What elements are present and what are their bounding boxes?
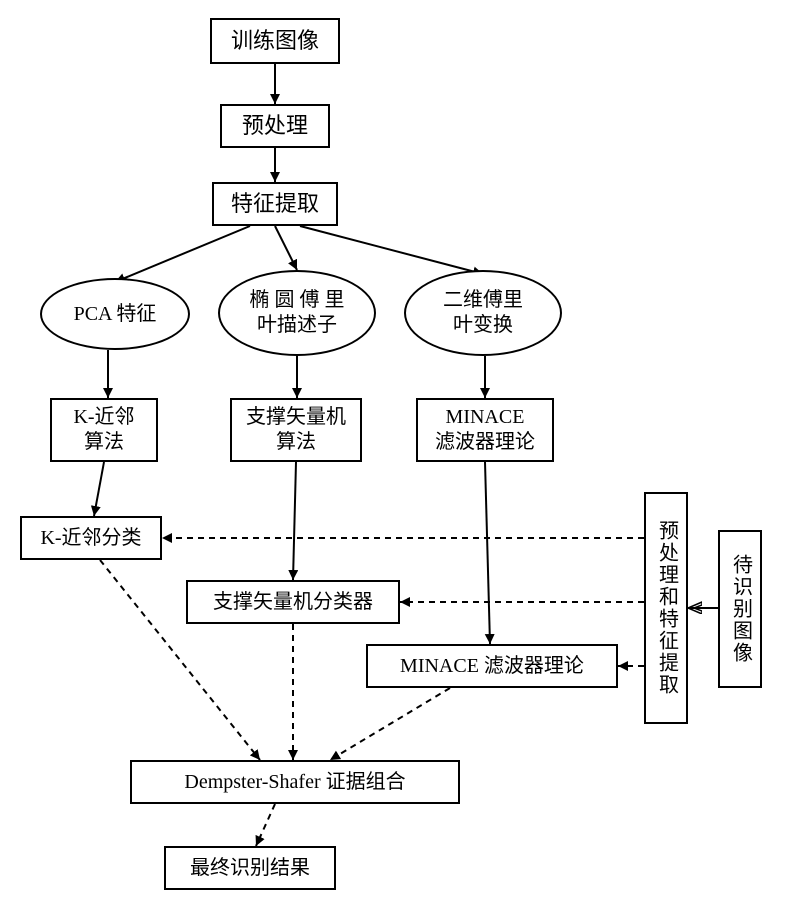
node-label: MINACE 滤波器理论 <box>435 405 535 455</box>
edge-minace_cls-to-ds_combine <box>330 688 450 760</box>
edge-knn_alg-to-knn_cls <box>94 462 104 516</box>
node-minace_cls: MINACE 滤波器理论 <box>366 644 618 688</box>
node-label: 二维傅里 叶变换 <box>443 288 523 338</box>
node-label: Dempster-Shafer 证据组合 <box>184 770 405 795</box>
node-label: 预处理 <box>242 112 308 140</box>
node-side_input: 待识别图像 <box>718 530 762 688</box>
node-label: 特征提取 <box>231 190 319 218</box>
node-pca_feat: PCA 特征 <box>40 278 190 350</box>
edge-feat_extract-to-pca_feat <box>115 226 250 282</box>
node-fft2d_feat: 二维傅里 叶变换 <box>404 270 562 356</box>
node-label: 支撑矢量机分类器 <box>213 590 373 615</box>
node-side_preproc: 预处理和特征提取 <box>644 492 688 724</box>
node-svm_cls: 支撑矢量机分类器 <box>186 580 400 624</box>
node-label: K-近邻分类 <box>40 526 141 551</box>
node-train_img: 训练图像 <box>210 18 340 64</box>
node-ds_combine: Dempster-Shafer 证据组合 <box>130 760 460 804</box>
node-label: K-近邻 算法 <box>73 405 134 455</box>
edge-feat_extract-to-efd_feat <box>275 226 297 270</box>
node-preprocess: 预处理 <box>220 104 330 148</box>
node-minace_alg: MINACE 滤波器理论 <box>416 398 554 462</box>
node-feat_extract: 特征提取 <box>212 182 338 226</box>
node-knn_cls: K-近邻分类 <box>20 516 162 560</box>
node-svm_alg: 支撑矢量机 算法 <box>230 398 362 462</box>
node-label: 训练图像 <box>231 27 319 55</box>
edge-minace_alg-to-minace_cls <box>485 462 490 644</box>
node-label: 待识别图像 <box>728 554 753 664</box>
node-label: 支撑矢量机 算法 <box>246 405 346 455</box>
edge-svm_alg-to-svm_cls <box>293 462 296 580</box>
edge-feat_extract-to-fft2d_feat <box>300 226 483 274</box>
node-final: 最终识别结果 <box>164 846 336 890</box>
node-label: 最终识别结果 <box>190 856 310 881</box>
node-label: MINACE 滤波器理论 <box>400 654 584 679</box>
node-label: PCA 特征 <box>74 302 157 327</box>
node-knn_alg: K-近邻 算法 <box>50 398 158 462</box>
edge-ds_combine-to-final <box>256 804 275 846</box>
node-label: 预处理和特征提取 <box>654 520 679 696</box>
node-label: 椭 圆 傅 里 叶描述子 <box>250 288 345 338</box>
node-efd_feat: 椭 圆 傅 里 叶描述子 <box>218 270 376 356</box>
